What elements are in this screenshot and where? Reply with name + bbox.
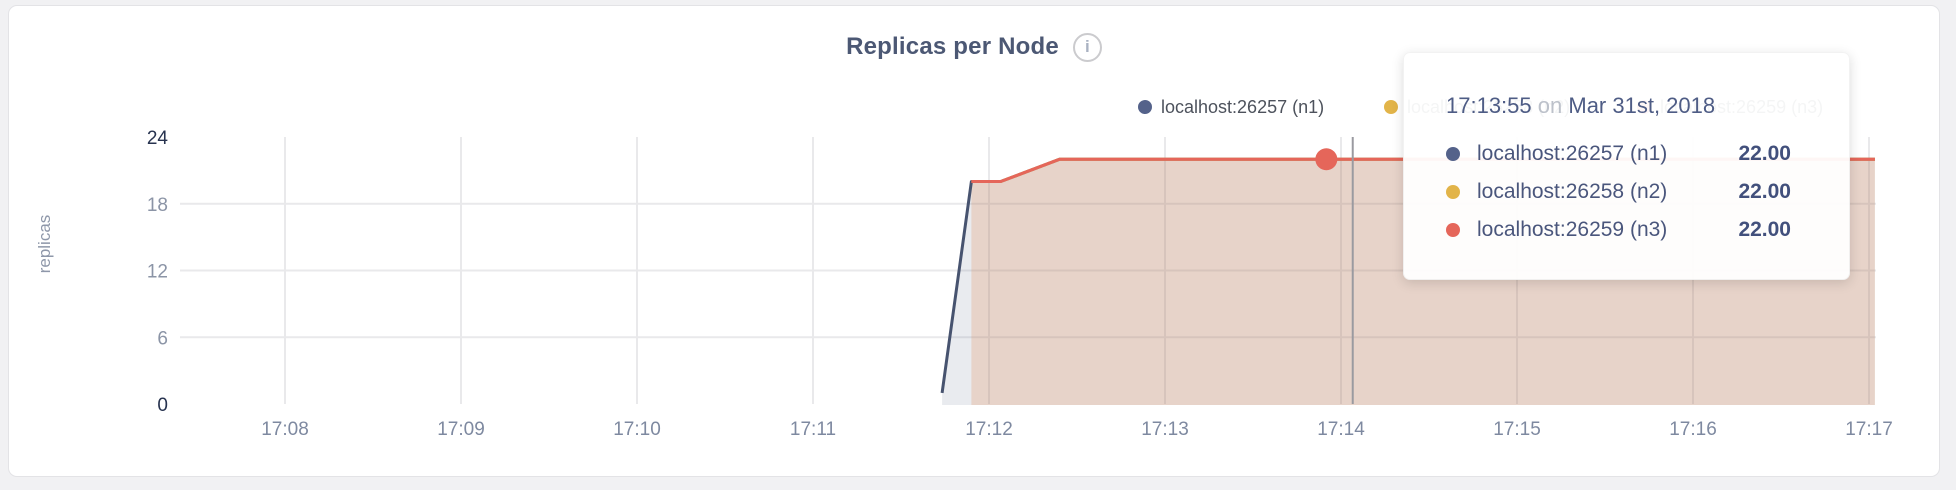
tooltip-header: 17:13:55 on Mar 31st, 2018 (1446, 93, 1807, 119)
legend-item-n1[interactable]: localhost:26257 (n1) (1138, 96, 1324, 118)
tooltip-row-n3: localhost:26259 (n3) 22.00 (1404, 211, 1849, 249)
tooltip-time: 17:13:55 (1446, 93, 1532, 118)
x-tick-label: 17:15 (1493, 419, 1541, 440)
x-tick-label: 17:16 (1669, 419, 1717, 440)
x-tick-label: 17:17 (1845, 419, 1893, 440)
hover-tooltip: 17:13:55 on Mar 31st, 2018 localhost:262… (1403, 52, 1850, 280)
tooltip-row-dot (1446, 223, 1460, 237)
x-tick-label: 17:13 (1141, 419, 1189, 440)
y-tick-label: 6 (157, 328, 168, 349)
tooltip-connector: on (1537, 93, 1563, 118)
y-axis-label: replicas (35, 214, 54, 274)
x-tick-label: 17:14 (1317, 419, 1365, 440)
x-tick-label: 17:11 (790, 419, 836, 440)
legend-dot (1384, 100, 1398, 114)
tooltip-rows: localhost:26257 (n1) 22.00 localhost:26258… (1404, 135, 1849, 249)
tooltip-row-label: localhost:26259 (n3) (1477, 218, 1668, 241)
tooltip-row-dot (1446, 147, 1460, 161)
legend-label: localhost:26257 (n1) (1161, 96, 1325, 117)
legend-dot (1138, 100, 1152, 114)
x-tick-label: 17:12 (965, 419, 1013, 440)
tooltip-date: Mar 31st, 2018 (1568, 93, 1716, 118)
chart-header: Replicas per Node i (8, 30, 1940, 64)
tooltip-row-label: localhost:26257 (n1) (1477, 142, 1668, 165)
hover-point[interactable] (1315, 148, 1338, 171)
y-tick-label: 12 (147, 262, 168, 283)
tooltip-row-label: localhost:26258 (n2) (1477, 180, 1668, 203)
tooltip-row-n2: localhost:26258 (n2) 22.00 (1404, 173, 1849, 211)
x-tick-label: 17:08 (261, 419, 309, 440)
y-tick-label: 24 (147, 128, 169, 149)
x-tick-label: 17:10 (613, 419, 661, 440)
info-icon[interactable]: i (1072, 32, 1102, 62)
y-tick-label: 0 (157, 395, 168, 416)
chart-title: Replicas per Node (846, 33, 1059, 60)
tooltip-row-dot (1446, 185, 1460, 199)
x-tick-label: 17:09 (437, 419, 485, 440)
tooltip-row-value: 22.00 (1738, 180, 1791, 203)
tooltip-row-n1: localhost:26257 (n1) 22.00 (1404, 135, 1849, 173)
tooltip-row-value: 22.00 (1738, 142, 1791, 165)
y-tick-label: 18 (147, 195, 168, 216)
tooltip-row-value: 22.00 (1738, 218, 1791, 241)
